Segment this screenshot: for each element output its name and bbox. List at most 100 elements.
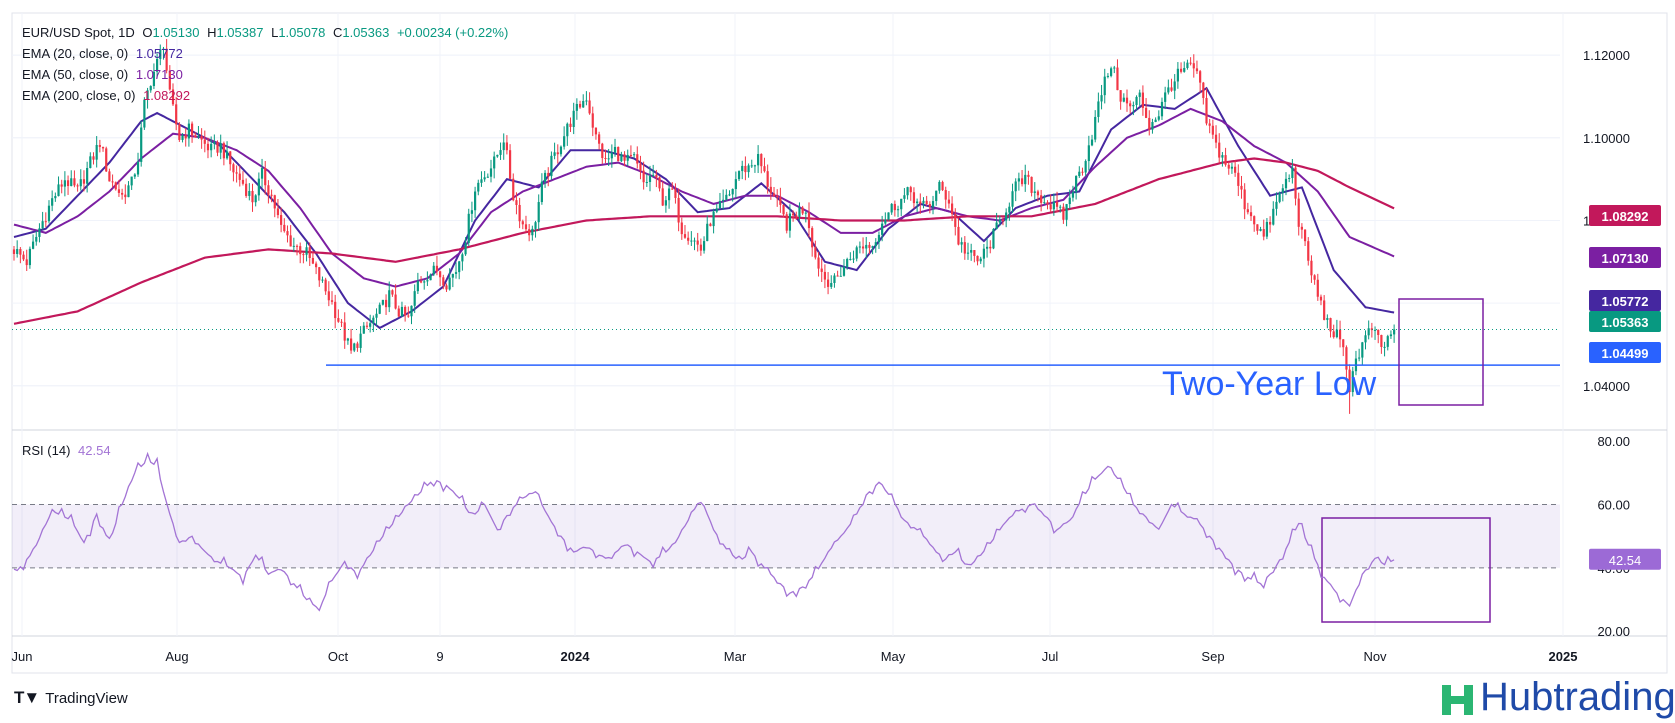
candle-body	[1097, 101, 1100, 117]
candle-body	[499, 150, 502, 155]
candle-body	[594, 127, 598, 135]
candle-body	[1113, 67, 1116, 69]
candle-body	[807, 212, 811, 229]
candle-body	[919, 201, 922, 204]
candle-body	[769, 186, 772, 194]
candle-body	[394, 294, 397, 309]
candle-body	[114, 182, 117, 190]
candle-body	[690, 240, 693, 242]
candle-body	[871, 246, 874, 248]
candle-body	[877, 234, 881, 243]
price-label-text: 1.04499	[1602, 346, 1649, 361]
candle-body	[245, 183, 248, 196]
candle-body	[1176, 68, 1179, 82]
candle-body	[283, 224, 286, 232]
candle-body	[327, 291, 330, 301]
candle-body	[1106, 75, 1110, 77]
candle-body	[232, 164, 235, 173]
candle-body	[741, 165, 744, 172]
candle-body	[725, 194, 728, 200]
x-tick-label: Nov	[1363, 649, 1387, 664]
candle-body	[909, 187, 912, 193]
candle-body	[416, 281, 419, 292]
candle-body	[830, 282, 833, 287]
candle-body	[210, 143, 213, 151]
price-label-text: 1.07130	[1602, 251, 1649, 266]
candle-body	[1243, 189, 1246, 210]
candle-body	[1358, 357, 1361, 359]
candle-body	[1307, 241, 1310, 261]
hubtrading-logo: Hubtrading	[1440, 675, 1675, 720]
candle-body	[502, 142, 505, 151]
candle-body	[903, 195, 906, 199]
candle-body	[1087, 145, 1090, 162]
legend-ema20: EMA (20, close, 0) 1.05772	[22, 46, 187, 61]
price-label-text: 1.05772	[1602, 294, 1649, 309]
candle-body	[219, 143, 222, 153]
candle-body	[1348, 369, 1351, 393]
candle-body	[308, 247, 311, 259]
candle-body	[1377, 329, 1380, 335]
candle-body	[372, 317, 375, 324]
candle-body	[451, 273, 454, 278]
candle-body	[1170, 87, 1173, 91]
candle-body	[168, 70, 171, 90]
candle-body	[458, 261, 461, 273]
candle-body	[601, 143, 604, 158]
candle-body	[1234, 166, 1237, 173]
candle-body	[1230, 166, 1234, 169]
candle-body	[1269, 221, 1272, 225]
candle-body	[524, 224, 528, 230]
candle-body	[197, 136, 200, 138]
candle-body	[951, 203, 954, 215]
candle-body	[1342, 339, 1345, 348]
candle-body	[566, 123, 569, 137]
candle-body	[397, 308, 400, 317]
candle-body	[60, 184, 63, 187]
rsi-tick-label: 80.00	[1597, 434, 1630, 449]
candle-body	[782, 204, 785, 215]
candle-body	[995, 222, 998, 230]
candle-body	[604, 157, 607, 159]
candle-body	[384, 299, 388, 308]
candle-body	[486, 176, 489, 178]
price-label-text: 1.08292	[1602, 209, 1649, 224]
candle-body	[12, 249, 16, 254]
candle-body	[346, 338, 349, 341]
candle-body	[1164, 92, 1167, 102]
candle-body	[362, 325, 365, 334]
candle-body	[1033, 191, 1036, 193]
candle-body	[553, 152, 556, 156]
x-tick-label: 9	[436, 649, 443, 664]
candle-body	[35, 236, 38, 242]
candle-body	[954, 214, 957, 227]
candle-body	[505, 142, 508, 151]
candle-body	[413, 291, 416, 306]
candle-body	[1351, 371, 1354, 393]
candle-body	[744, 165, 747, 173]
candle-body	[817, 257, 820, 269]
candle-body	[763, 166, 766, 172]
candle-body	[569, 123, 572, 128]
candle-body	[184, 135, 187, 139]
candle-body	[1291, 167, 1294, 178]
candle-body	[206, 143, 210, 151]
candle-body	[757, 153, 760, 166]
candle-body	[31, 241, 35, 249]
rsi-label-box	[1589, 548, 1661, 570]
candle-body	[715, 208, 718, 212]
candle-body	[718, 201, 722, 209]
candle-body	[1027, 174, 1030, 177]
candle-body	[750, 165, 753, 167]
ema50-value: 1.07130	[135, 67, 183, 82]
low-label: L	[271, 25, 279, 40]
candle-body	[1253, 216, 1256, 225]
candle-body	[1256, 224, 1259, 231]
candle-body	[588, 100, 591, 114]
price-label-box	[1589, 247, 1661, 268]
tradingview-logo[interactable]: T▼ TradingView	[14, 688, 128, 708]
candle-body	[1211, 125, 1214, 135]
candle-body	[19, 249, 22, 255]
candle-body	[235, 172, 238, 174]
candle-body	[1332, 331, 1335, 338]
